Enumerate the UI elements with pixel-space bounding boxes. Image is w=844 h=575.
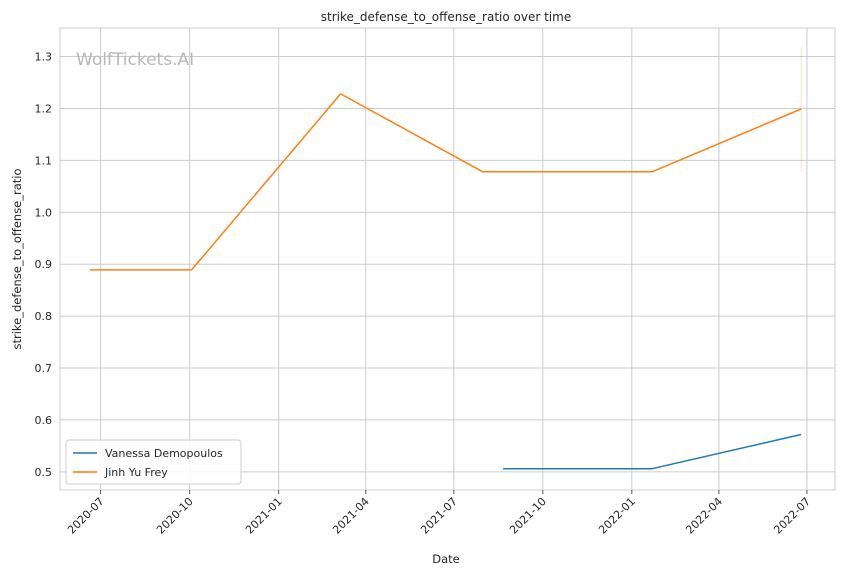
x-tick-label: 2021-10: [507, 495, 549, 537]
x-tick-label: 2022-01: [596, 495, 638, 537]
legend-label-vanessa-demopoulos: Vanessa Demopoulos: [105, 447, 223, 460]
y-tick-label: 1.1: [35, 154, 53, 167]
y-tick-label: 0.5: [35, 466, 53, 479]
x-axis-label: Date: [432, 552, 460, 566]
plot-area: [90, 47, 802, 470]
y-tick-label: 1.0: [35, 206, 53, 219]
legend-label-jinh-yu-frey: Jinh Yu Frey: [104, 466, 168, 479]
x-tick-label: 2021-01: [243, 495, 285, 537]
y-axis-label: strike_defense_to_offense_ratio: [10, 168, 24, 349]
chart-title: strike_defense_to_offense_ratio over tim…: [321, 10, 571, 24]
plot-frame: [59, 27, 836, 491]
y-tick-label: 1.2: [35, 102, 53, 115]
y-tick-label: 1.3: [35, 51, 53, 64]
x-tick-label: 2021-04: [330, 495, 372, 537]
grid: [60, 28, 835, 490]
series-line-jinh-yu-frey: [90, 93, 802, 271]
x-tick-label: 2020-10: [154, 495, 196, 537]
x-tick-label: 2020-07: [65, 495, 107, 537]
watermark: WolfTickets.AI: [76, 50, 194, 70]
x-tick-label: 2022-04: [683, 495, 725, 537]
series-line-vanessa-demopoulos: [503, 433, 802, 470]
x-tick-label: 2022-07: [771, 495, 813, 537]
x-tick-label: 2021-07: [418, 495, 460, 537]
y-axis: 0.5 0.6 0.7 0.8 0.9 1.0 1.1 1.2 1.3: [35, 51, 53, 479]
y-tick-label: 0.7: [35, 362, 53, 375]
x-axis: 2020-07 2020-10 2021-01 2021-04 2021-07 2021-…: [65, 490, 813, 537]
y-tick-label: 0.8: [35, 310, 53, 323]
y-tick-label: 0.6: [35, 414, 53, 427]
legend: Vanessa Demopoulos Jinh Yu Frey: [65, 439, 242, 485]
legend-box: [65, 439, 242, 485]
y-tick-label: 0.9: [35, 258, 53, 271]
